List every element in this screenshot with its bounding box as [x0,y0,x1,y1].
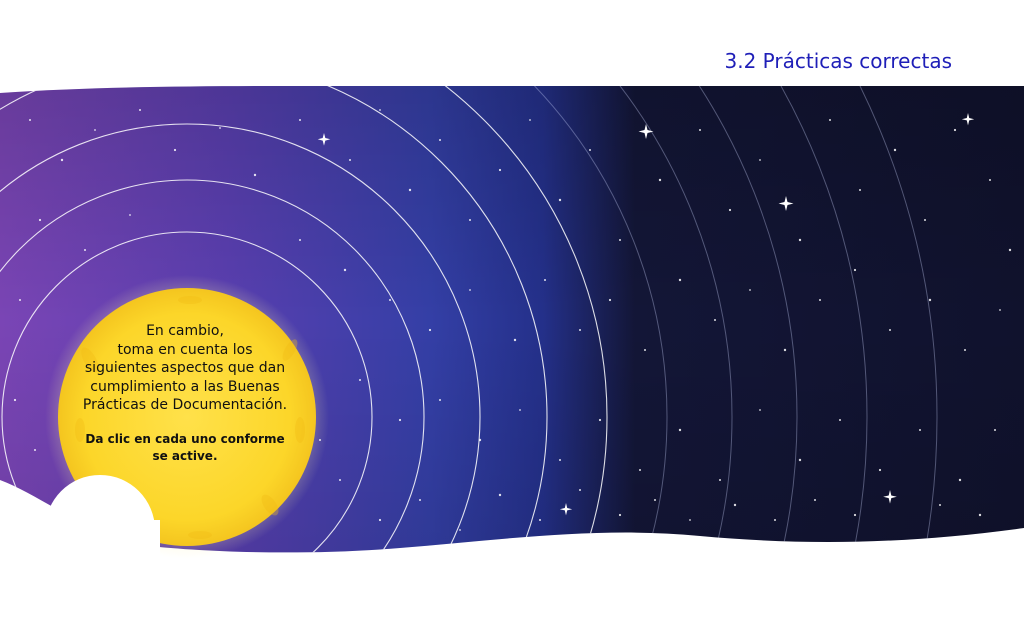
orbit-ring [0,85,668,553]
faint-orbit-rings [0,85,938,553]
orbit-ring [0,85,868,553]
star-icon [778,196,794,211]
star-icon [638,124,654,139]
star-icon [559,503,573,516]
orbit-rings [0,0,607,621]
orbit-ring [0,123,481,553]
orbit-ring [0,0,607,621]
stars [13,109,1012,531]
section-title: 3.2 Prácticas correctas [724,49,952,73]
orbit-ring [0,179,425,553]
cloud [0,475,160,621]
sun-text-block: En cambio, toma en cuenta los siguientes… [82,322,288,465]
star-icon [317,133,331,146]
orbit-ring [1,231,373,553]
orbit-ring [0,85,798,553]
star-icon [883,490,897,504]
intro-text: En cambio, toma en cuenta los siguientes… [82,323,288,413]
star-icon [961,113,975,126]
instruction-text: Da clic en cada uno conforme se active. [85,431,285,463]
orbit-ring [0,85,548,553]
orbit-ring [0,85,733,553]
orbit-ring [0,85,938,553]
twinkle-stars [317,113,975,516]
